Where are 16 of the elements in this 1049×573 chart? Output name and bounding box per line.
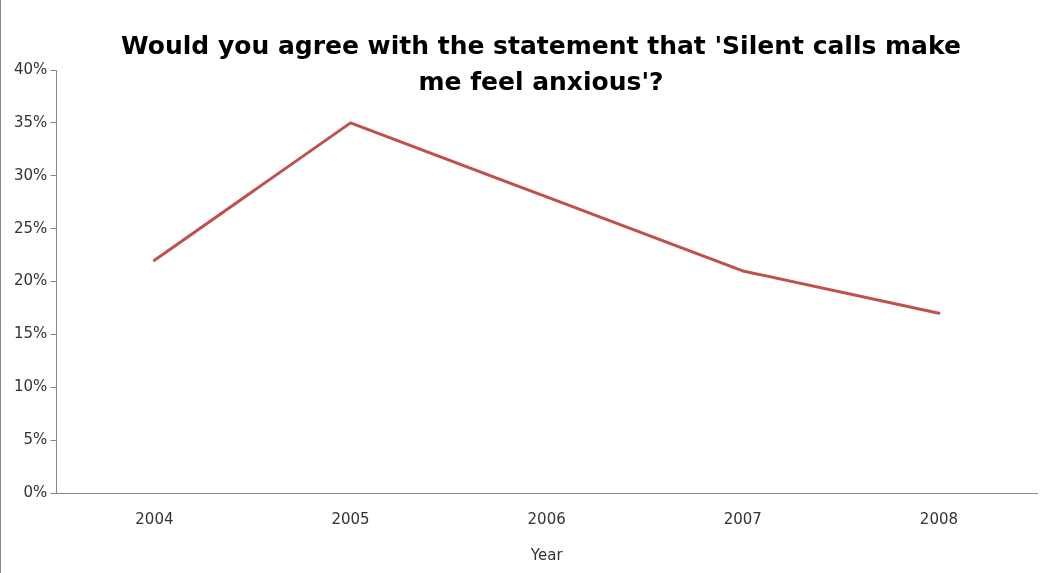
y-tick-label: 20% xyxy=(14,271,48,290)
y-tick-label: 40% xyxy=(14,59,48,78)
y-tick-label: 25% xyxy=(14,218,48,237)
y-tick-label: 15% xyxy=(14,324,48,343)
y-tick-label: 0% xyxy=(23,482,48,501)
x-tick-label: 2006 xyxy=(527,509,566,528)
y-tick-label: 30% xyxy=(14,165,48,184)
x-tick-label: 2008 xyxy=(919,509,959,528)
x-tick-label: 2004 xyxy=(135,509,174,528)
y-tick-label: 35% xyxy=(14,112,48,131)
y-tick-label: 10% xyxy=(14,377,48,396)
x-tick-label: 2007 xyxy=(723,509,762,528)
x-tick-label: 2005 xyxy=(331,509,370,528)
y-tick-label: 5% xyxy=(23,430,48,449)
chart-title: Would you agree with the statement that 'Silent calls make me feel anxious'? xyxy=(121,30,961,98)
x-axis-title: Year xyxy=(529,545,564,564)
